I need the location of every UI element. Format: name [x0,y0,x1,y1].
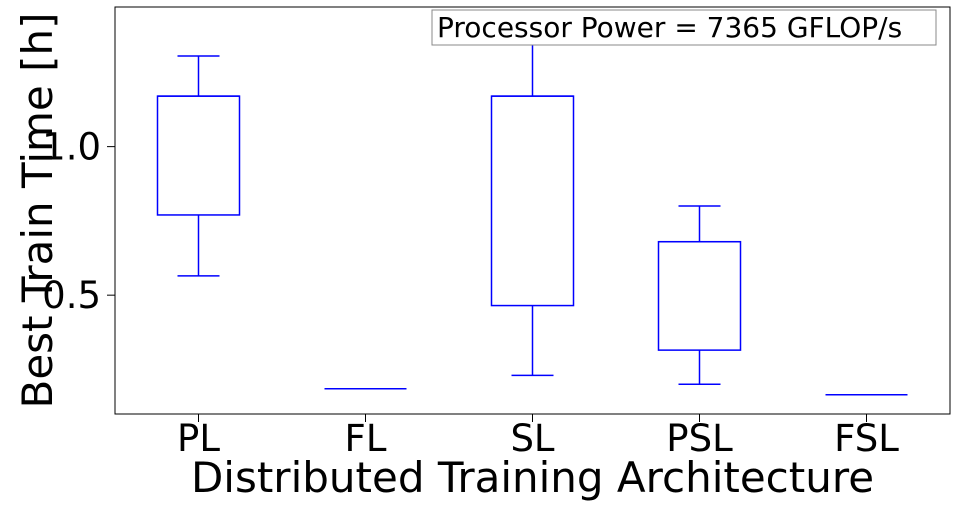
x-tick-label: FSL [834,417,899,460]
y-axis-ticks: 0.5 1.0 [42,126,115,317]
box-psl [657,205,742,386]
x-axis-label: Distributed Training Architecture [191,453,874,502]
y-axis-label: Best Train Time [h] [13,12,62,408]
box-series [156,24,908,396]
annotation-box: Processor Power = 7365 GFLOP/s [431,9,937,46]
y-tick-label: 1.0 [42,126,101,169]
annotation-text: Processor Power = 7365 GFLOP/s [437,11,902,44]
box-sl [490,24,575,377]
x-tick-label: PL [177,417,220,460]
box-iqr [657,240,742,351]
x-tick-label: SL [510,417,554,460]
box-iqr [490,95,575,307]
x-tick-label: FL [345,417,387,460]
box-iqr [156,95,241,216]
x-axis-ticks: PL FL SL PSL FSL [177,414,899,460]
y-tick-label: 0.5 [42,274,101,317]
x-tick-label: PSL [666,417,733,460]
box-pl [156,55,241,277]
